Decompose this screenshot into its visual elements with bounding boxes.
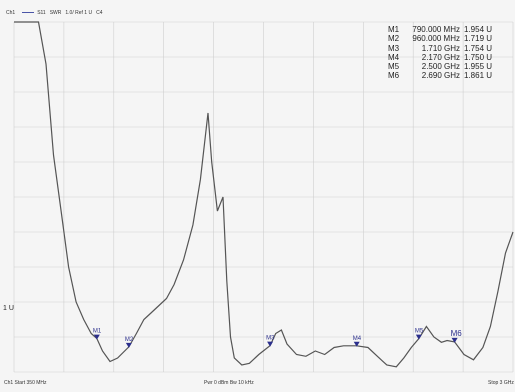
trace-id: Ch1: [6, 10, 16, 16]
marker-row: M2 960.000 MHz 1.719 U: [388, 34, 493, 44]
trace-format: SWR: [49, 10, 62, 16]
marker-label: M2: [125, 337, 134, 343]
trace-scale: 1.0/ Ref 1 U: [65, 10, 93, 16]
sweep-start-label: Ch1 Start 350 MHz: [4, 380, 47, 386]
marker-triangle[interactable]: [353, 341, 360, 347]
reference-level-label: 1 U: [3, 305, 14, 312]
marker-table: M1 790.000 MHz 1.954 U M2 960.000 MHz 1.719 …: [388, 25, 492, 81]
marker-row: M4 2.170 GHz 1.750 U: [388, 52, 493, 62]
sweep-stop-label: Stop 3 GHz: [488, 380, 514, 386]
marker-triangle[interactable]: [451, 337, 458, 343]
marker-row: M3 1.710 GHz 1.754 U: [388, 43, 493, 53]
trace-header: Ch1 S11 SWR 1.0/ Ref 1 U C4: [6, 10, 106, 16]
marker-label: M1: [93, 329, 102, 335]
plot-grid: [13, 21, 514, 373]
marker-label: M4: [353, 336, 362, 342]
swr-trace: [14, 21, 514, 368]
sweep-settings-label: Pwr 0 dBm Bw 10 kHz: [204, 380, 254, 386]
marker-row: M1 790.000 MHz 1.954 U: [388, 25, 493, 34]
marker-label: M3: [266, 336, 275, 342]
trace-param: S11: [37, 10, 46, 16]
marker-label: M6: [451, 329, 463, 338]
marker-triangle[interactable]: [125, 342, 132, 348]
trace-channel: C4: [96, 10, 103, 16]
marker-triangle[interactable]: [415, 334, 422, 340]
marker-row: M6 2.690 GHz 1.861 U: [388, 71, 493, 81]
marker-layer: M1 M2 M3 M4 M5 M6: [93, 329, 462, 348]
marker-triangle[interactable]: [267, 341, 274, 347]
marker-triangle[interactable]: [93, 334, 100, 340]
marker-label: M5: [415, 329, 424, 335]
marker-row: M5 2.500 GHz 1.955 U: [388, 62, 493, 72]
trace-color-swatch: [22, 12, 35, 14]
